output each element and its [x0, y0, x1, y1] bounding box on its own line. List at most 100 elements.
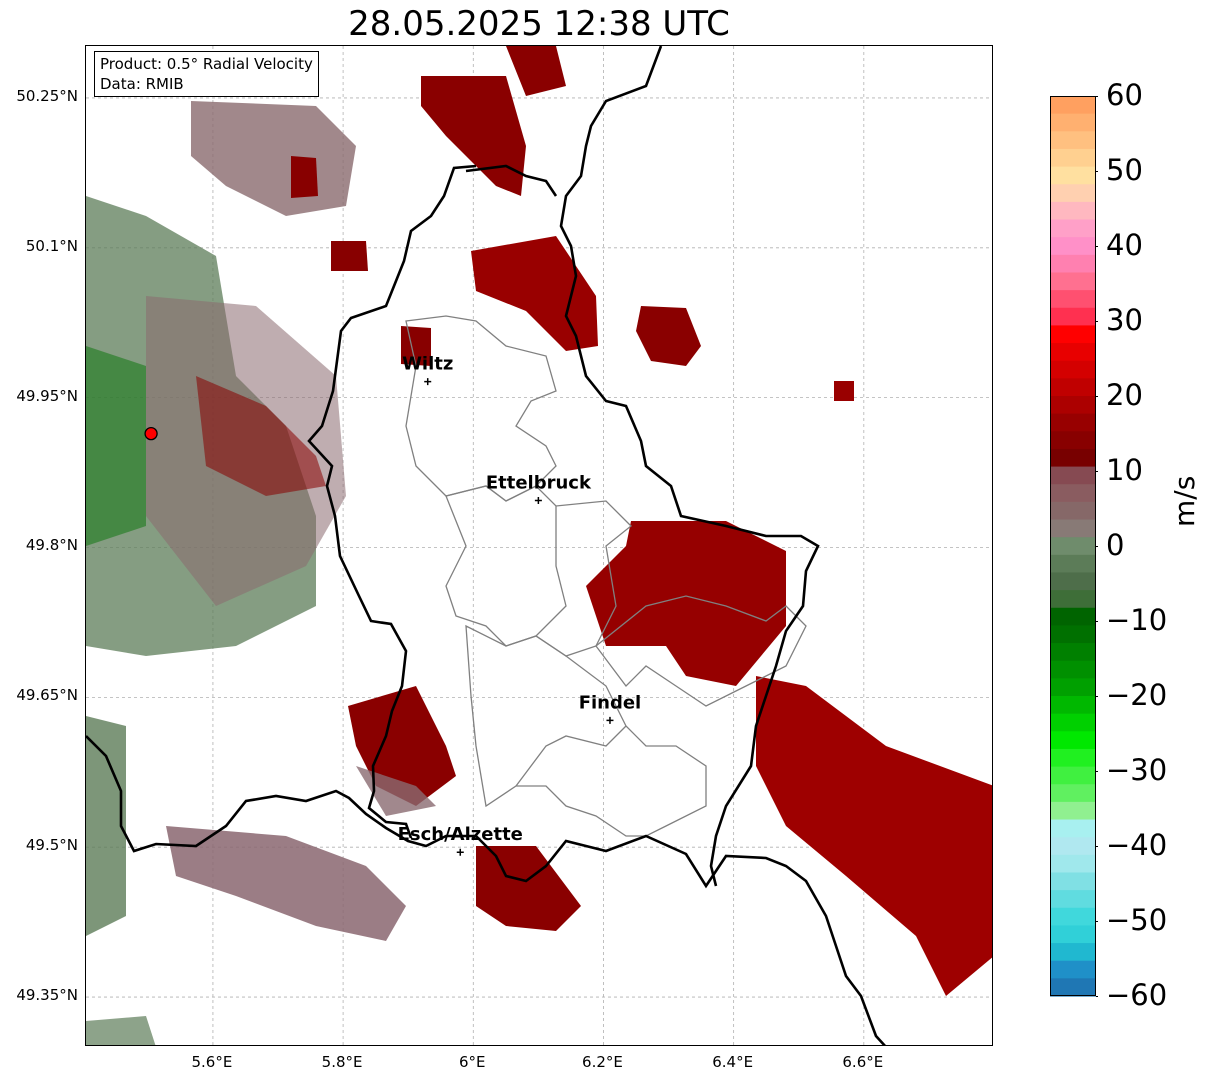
colorbar-stripe — [1050, 731, 1096, 750]
country-borders — [86, 46, 886, 1045]
colorbar-tick-label: −30 — [1106, 753, 1168, 787]
echo-near-radar-red — [196, 376, 326, 496]
colorbar-stripe — [1050, 819, 1096, 838]
echo-top-red-2 — [506, 46, 566, 96]
echo-wiltz-red — [401, 326, 431, 366]
echo-south-east-band — [756, 676, 992, 996]
lat-tick-label: 49.35°N — [16, 986, 78, 1005]
echo-sw-grey — [356, 766, 436, 816]
canton-border-mid-2 — [535, 506, 567, 637]
colorbar-frame — [1050, 96, 1096, 996]
city-label: Ettelbruck — [486, 473, 592, 494]
colorbar-stripe — [1050, 431, 1096, 450]
colorbar-stripe — [1050, 590, 1096, 609]
lat-tick-label: 49.5°N — [25, 836, 78, 855]
city-label: Wiltz — [402, 354, 453, 375]
colorbar-stripe — [1050, 519, 1096, 538]
canton-border-mid — [515, 725, 627, 787]
colorbar-stripe — [1050, 748, 1096, 768]
colorbar-tick-label: 30 — [1106, 303, 1143, 337]
radar-map[interactable]: Wiltz Ettelbruck Findel Esch/Alzette — [85, 45, 993, 1046]
canton-border-south — [465, 624, 707, 837]
colorbar-stripe — [1050, 360, 1096, 379]
colorbar-stripe — [1050, 448, 1096, 468]
colorbar-stripe — [1050, 960, 1096, 979]
lon-tick-label: 5.8°E — [321, 1053, 363, 1071]
colorbar-stripe — [1050, 413, 1096, 432]
colorbar-stripes — [1050, 96, 1096, 997]
canton-border-north — [405, 315, 557, 502]
colorbar-stripe — [1050, 713, 1096, 732]
lon-tick-label: 5.6°E — [191, 1053, 233, 1071]
colorbar-stripe — [1050, 784, 1096, 803]
map-canvas[interactable]: Wiltz Ettelbruck Findel Esch/Alzette — [86, 46, 993, 1046]
colorbar-stripe — [1050, 237, 1096, 256]
colorbar-stripe — [1050, 537, 1096, 556]
colorbar-stripe — [1050, 854, 1096, 874]
lat-tick-label: 49.95°N — [16, 386, 78, 405]
lat-tick-label: 50.25°N — [16, 86, 78, 105]
colorbar-stripe — [1050, 872, 1096, 891]
city-esch-alzette: Esch/Alzette — [398, 824, 523, 856]
colorbar-stripe — [1050, 343, 1096, 362]
colorbar-stripe — [1050, 148, 1096, 168]
colorbar-stripe — [1050, 801, 1096, 821]
echo-top-left-red — [291, 156, 318, 198]
colorbar-ticks — [1096, 96, 1098, 997]
city-label: Esch/Alzette — [398, 824, 523, 845]
colorbar-stripe — [1050, 96, 1096, 115]
lon-tick-label: 6.4°E — [712, 1053, 754, 1071]
lon-tick-label: 6°E — [459, 1053, 486, 1071]
echo-top-left-grey — [191, 101, 356, 216]
colorbar-stripe — [1050, 607, 1096, 627]
colorbar-tick-label: −10 — [1106, 603, 1168, 637]
colorbar-tick-label: −20 — [1106, 678, 1168, 712]
colorbar-stripe — [1050, 625, 1096, 644]
border-france — [86, 735, 886, 1045]
colorbar-stripe — [1050, 643, 1096, 662]
echo-far-sw-green — [86, 716, 126, 936]
radar-site-marker[interactable] — [144, 426, 158, 441]
colorbar-stripe — [1050, 219, 1096, 238]
echo-east-red-main — [586, 521, 786, 686]
colorbar-stripe — [1050, 837, 1096, 856]
colorbar-stripe — [1050, 254, 1096, 274]
colorbar-unit-label: m/s — [1168, 475, 1201, 527]
lat-tick-label: 50.1°N — [25, 236, 78, 255]
colorbar-stripe — [1050, 396, 1096, 415]
echo-bottom-left-grey — [86, 1016, 156, 1045]
colorbar-stripe — [1050, 113, 1096, 132]
city-label: Findel — [579, 692, 642, 713]
colorbar-stripe — [1050, 696, 1096, 715]
colorbar-stripe — [1050, 978, 1096, 997]
colorbar-stripe — [1050, 307, 1096, 327]
city-marker-icon — [424, 378, 432, 386]
colorbar-stripe — [1050, 378, 1096, 397]
colorbar-stripe — [1050, 131, 1096, 150]
border-germany — [559, 46, 820, 887]
velocity-echoes — [86, 46, 992, 1045]
border-belgium-luxembourg — [307, 164, 477, 839]
city-ettelbruck: Ettelbruck — [486, 473, 592, 505]
border-germany-north — [465, 164, 558, 197]
lon-tick-label: 6.6°E — [842, 1053, 884, 1071]
colorbar-tick-label: 10 — [1106, 453, 1143, 487]
echo-north-red-small — [636, 306, 701, 366]
canton-border-east — [595, 595, 807, 707]
city-wiltz: Wiltz — [402, 354, 453, 386]
colorbar-stripe — [1050, 325, 1096, 344]
colorbar-tick-label: 0 — [1106, 528, 1125, 562]
data-source-label: Data: RMIB — [100, 75, 184, 93]
colorbar-stripe — [1050, 572, 1096, 591]
city-markers: Wiltz Ettelbruck Findel Esch/Alzette — [398, 354, 642, 856]
city-findel: Findel — [579, 692, 642, 724]
colorbar-tick-label: 60 — [1106, 78, 1143, 112]
colorbar-tick-label: 40 — [1106, 228, 1143, 262]
velocity-colorbar — [1050, 96, 1098, 997]
colorbar-tick-label: 50 — [1106, 153, 1143, 187]
colorbar-tick-label: −50 — [1106, 903, 1168, 937]
canton-border-centre — [445, 485, 632, 657]
colorbar-stripe — [1050, 907, 1096, 927]
colorbar-tick-label: −40 — [1106, 828, 1168, 862]
colorbar-stripe — [1050, 890, 1096, 909]
